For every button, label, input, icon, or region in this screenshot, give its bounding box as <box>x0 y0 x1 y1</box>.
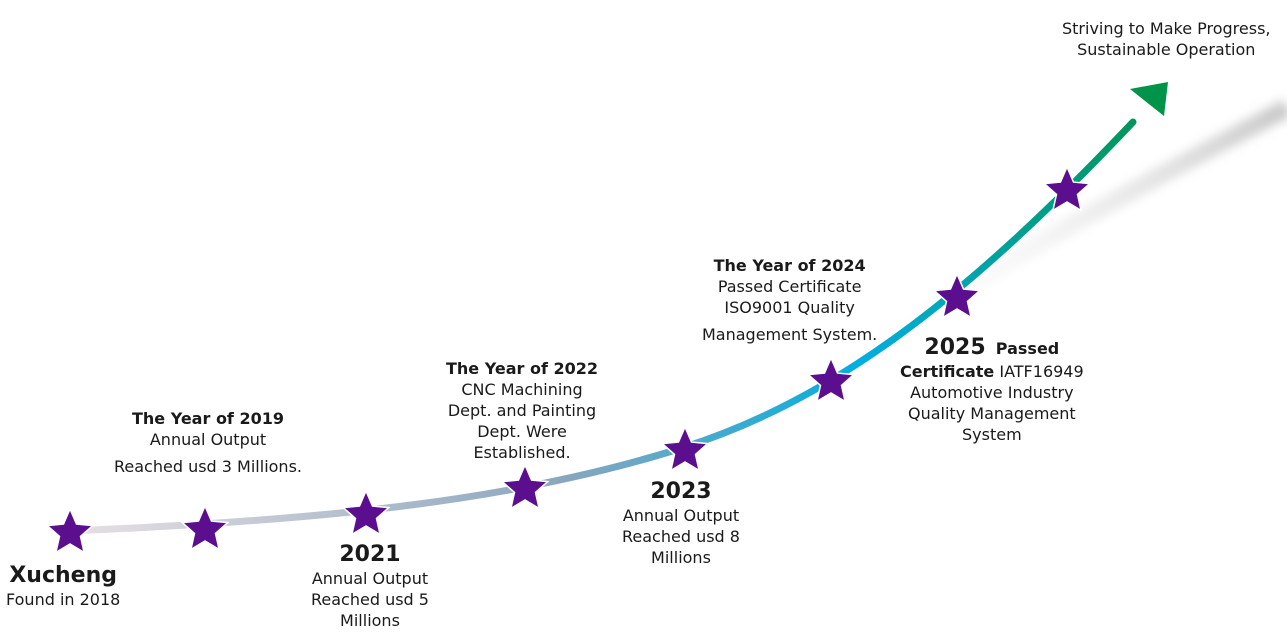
goal-line-1: Striving to Make Progress, <box>1062 19 1271 38</box>
milestone-text: Found in 2018 <box>6 590 121 609</box>
milestone-star-icon <box>806 356 856 403</box>
milestone-text: Automotive Industry <box>910 383 1074 402</box>
milestone-star-icon <box>1042 165 1092 212</box>
milestone-title-2: Certificate <box>900 362 995 381</box>
milestone-title-suffix: Passed <box>995 339 1060 358</box>
milestone-text: Management System. <box>702 325 878 344</box>
milestone-2025: 2025 Passed Certificate IATF16949 Automo… <box>900 335 1084 445</box>
milestone-2021: 2021 Annual Output Reached usd 5 Million… <box>311 542 429 631</box>
milestone-text: Millions <box>340 611 400 630</box>
milestone-2024: The Year of 2024 Passed Certificate ISO9… <box>702 255 877 345</box>
milestone-text: IATF16949 <box>999 362 1084 381</box>
milestone-title: 2023 <box>650 479 712 504</box>
milestone-title: 2021 <box>339 542 401 567</box>
milestone-text: Reached usd 8 <box>622 527 740 546</box>
milestone-text: Reached usd 5 <box>311 590 429 609</box>
milestone-title: Xucheng <box>9 563 117 588</box>
milestone-text: Annual Output <box>311 569 429 588</box>
milestone-2023: 2023 Annual Output Reached usd 8 Million… <box>622 479 740 568</box>
milestone-text: Annual Output <box>622 506 740 525</box>
milestone-text: System <box>961 425 1022 444</box>
milestone-title: 2025 <box>924 335 986 360</box>
milestone-2018: Xucheng Found in 2018 <box>6 563 120 610</box>
milestone-2022: The Year of 2022 CNC Machining Dept. and… <box>446 358 598 463</box>
milestone-text: Reached usd 3 Millions. <box>114 457 302 476</box>
goal-label: Striving to Make Progress, Sustainable O… <box>1062 18 1271 60</box>
milestone-star-icon <box>932 272 982 319</box>
milestone-text: Quality Management <box>908 404 1076 423</box>
milestone-star-icon <box>180 504 230 551</box>
milestone-text: Dept. Were <box>477 422 567 441</box>
milestone-text: Dept. and Painting <box>447 401 597 420</box>
milestone-title: The Year of 2024 <box>713 256 866 275</box>
milestone-star-icon <box>45 507 95 554</box>
milestone-text: ISO9001 Quality <box>724 298 855 317</box>
milestone-title: The Year of 2019 <box>131 409 284 428</box>
milestone-star-icon <box>660 425 710 472</box>
arrow-head <box>1130 82 1168 116</box>
milestone-star-icon <box>341 489 391 536</box>
milestone-2019: The Year of 2019 Annual Output Reached u… <box>114 408 302 477</box>
milestone-text: Millions <box>651 548 711 567</box>
milestone-text: Passed Certificate <box>717 277 862 296</box>
milestone-star-icon <box>500 463 550 510</box>
milestone-title: The Year of 2022 <box>446 359 599 378</box>
milestone-text: Annual Output <box>149 430 267 449</box>
milestone-text: Established. <box>473 443 571 462</box>
goal-line-2: Sustainable Operation <box>1077 40 1256 59</box>
milestone-text: CNC Machining <box>461 380 583 399</box>
